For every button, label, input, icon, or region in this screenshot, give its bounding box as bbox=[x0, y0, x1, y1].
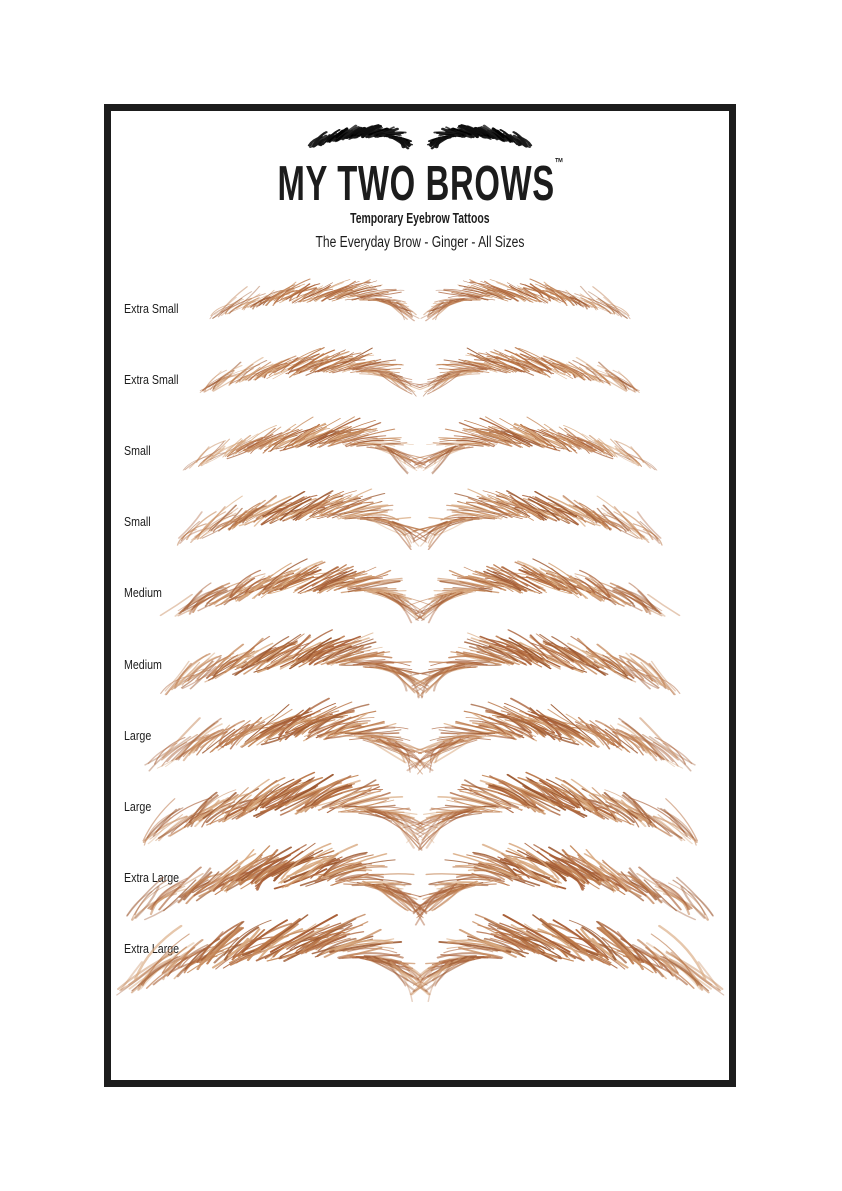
brow-pair bbox=[104, 558, 736, 628]
brow-pair bbox=[104, 913, 736, 1008]
left-brow-illustration bbox=[125, 842, 428, 926]
size-label: Medium bbox=[124, 585, 162, 601]
left-brow-illustration bbox=[143, 697, 435, 775]
size-label: Extra Small bbox=[124, 301, 179, 316]
right-brow-illustration bbox=[409, 628, 681, 698]
size-label: Large bbox=[124, 727, 152, 743]
brow-pair bbox=[104, 347, 736, 401]
right-brow-illustration bbox=[409, 913, 724, 1002]
product-line: The Everyday Brow - Ginger - All Sizes bbox=[315, 234, 525, 251]
left-brow-illustration bbox=[209, 278, 420, 322]
logo-left-brow-icon bbox=[307, 124, 414, 150]
left-brow-illustration bbox=[160, 558, 434, 624]
right-brow-illustration bbox=[416, 347, 641, 397]
size-label: Small bbox=[124, 514, 151, 530]
left-brow-illustration bbox=[177, 488, 435, 551]
left-brow-illustration bbox=[182, 416, 430, 475]
brand-tagline: Temporary Eyebrow Tattoos bbox=[350, 211, 490, 227]
right-brow-illustration bbox=[404, 488, 663, 551]
left-brow-illustration bbox=[142, 771, 439, 851]
brow-pair bbox=[104, 842, 736, 932]
brand-name: MY TWO BROWS bbox=[276, 157, 555, 211]
right-brow-illustration bbox=[401, 771, 698, 851]
brow-pair bbox=[104, 416, 736, 477]
right-brow-illustration bbox=[406, 558, 680, 624]
brow-pair bbox=[104, 278, 736, 325]
trademark-symbol: ™ bbox=[554, 155, 564, 170]
size-label: Medium bbox=[124, 656, 162, 672]
left-brow-illustration bbox=[116, 913, 431, 1002]
size-label: Extra Small bbox=[124, 372, 179, 388]
size-label: Extra Large bbox=[124, 940, 180, 956]
right-brow-illustration bbox=[412, 842, 715, 926]
size-label: Large bbox=[124, 798, 152, 814]
brow-pair bbox=[104, 771, 736, 857]
left-brow-illustration bbox=[199, 347, 424, 397]
brand-title: MY TWO BROWS™ bbox=[104, 156, 736, 211]
brow-pair bbox=[104, 488, 736, 552]
size-label: Small bbox=[124, 443, 151, 459]
brow-pair bbox=[104, 628, 736, 705]
left-brow-illustration bbox=[159, 628, 431, 698]
right-brow-illustration bbox=[405, 697, 697, 775]
logo-right-brow-icon bbox=[426, 124, 533, 150]
brow-pair bbox=[104, 697, 736, 781]
right-brow-illustration bbox=[410, 416, 658, 475]
right-brow-illustration bbox=[420, 278, 631, 322]
logo-brows-icon bbox=[104, 124, 736, 151]
